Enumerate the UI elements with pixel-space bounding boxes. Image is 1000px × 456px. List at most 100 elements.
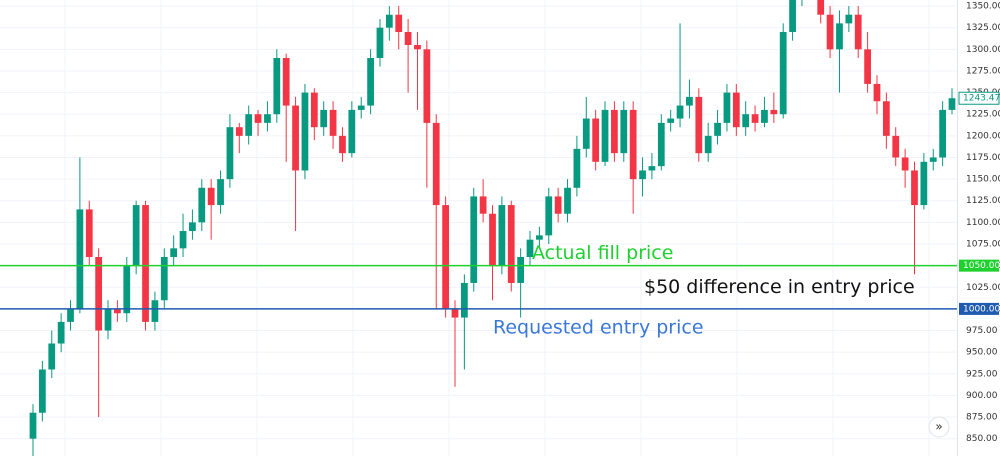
candle-body: [836, 23, 843, 50]
candle-body: [732, 92, 740, 128]
candle-body: [742, 114, 750, 128]
candle-body: [498, 205, 506, 266]
price-tag-label: 1050.00: [963, 261, 1000, 271]
candle-body: [423, 49, 431, 123]
candle-body: [845, 14, 853, 24]
candle-body: [179, 231, 187, 249]
candle-body: [95, 256, 103, 331]
y-tick-label: 1275.00: [966, 66, 1000, 76]
price-axis: 850.00 875.00 900.00 925.00 950.00 975.00 1000…: [957, 0, 1000, 456]
candle-body: [170, 248, 178, 257]
candle-body: [414, 44, 421, 50]
candle-body: [639, 170, 646, 180]
candle-body: [339, 135, 346, 154]
last-price-label: 1243.47: [963, 94, 1000, 104]
candle-body: [282, 57, 290, 106]
annotation: $50 difference in entry price: [644, 276, 915, 298]
y-tick-label: 1325.00: [966, 23, 1000, 33]
candle-body: [948, 98, 956, 110]
price-tag: [959, 302, 999, 315]
candle-body: [404, 32, 412, 45]
candle-body: [770, 109, 778, 115]
candle-body: [601, 109, 609, 162]
y-tick-label: 1350.00: [966, 2, 1000, 12]
candle-body: [39, 369, 46, 413]
candle-body: [292, 105, 299, 171]
candle-body: [611, 109, 618, 154]
candle-body: [29, 412, 37, 439]
candle-body: [432, 122, 440, 206]
y-tick-label: 1100.00: [966, 218, 1000, 228]
candle-body: [592, 118, 600, 162]
candle-body: [376, 27, 384, 58]
candle-body: [85, 209, 93, 257]
y-tick-label: 1125.00: [966, 196, 1000, 206]
candle-body: [207, 187, 215, 206]
y-tick-label: 1225.00: [966, 110, 1000, 120]
candle-body: [132, 205, 140, 266]
candle-body: [254, 114, 262, 123]
candle-body: [348, 109, 356, 154]
candle-body: [864, 49, 871, 84]
candle-body: [320, 109, 328, 128]
candle-body: [667, 118, 675, 123]
y-tick-label: 1025.00: [966, 283, 1000, 293]
y-tick-label: 1075.00: [966, 240, 1000, 250]
candle-body: [273, 57, 281, 115]
candle-body: [873, 83, 881, 102]
last-price-tag: [958, 91, 1000, 105]
candle-body: [451, 308, 459, 318]
candle-body: [57, 321, 65, 344]
candle-body: [385, 14, 393, 28]
candle-body: [235, 127, 243, 136]
candle-body: [892, 135, 900, 158]
candle-body: [779, 32, 787, 115]
svg-text:»: »: [935, 420, 942, 434]
scroll-button[interactable]: »: [928, 416, 950, 438]
candle-body: [329, 109, 337, 136]
candle-body: [920, 161, 928, 206]
candle-body: [554, 196, 562, 214]
candle-body: [357, 105, 365, 110]
candle-body: [151, 300, 159, 322]
candle-body: [573, 148, 581, 188]
candle-body: [470, 196, 478, 283]
y-tick-label: 900.00: [966, 391, 998, 401]
y-tick-label: 850.00: [966, 434, 998, 444]
candle-body: [245, 114, 253, 136]
candle-body: [442, 205, 449, 309]
candle-body: [489, 213, 496, 266]
candle-body: [479, 196, 487, 214]
candle-body: [657, 122, 665, 167]
candle-body: [123, 265, 131, 314]
candle-body: [48, 343, 56, 370]
candle-body: [507, 205, 515, 283]
candle-body: [704, 135, 712, 154]
grid: [0, 0, 957, 456]
candle-body: [686, 96, 693, 106]
candle-body: [620, 109, 628, 154]
candle-body: [676, 105, 684, 119]
y-tick-label: 1200.00: [966, 131, 1000, 141]
annotation: Requested entry price: [493, 316, 704, 338]
candle-body: [104, 308, 112, 331]
candle-body: [460, 282, 468, 318]
candle-body: [395, 14, 403, 33]
candle-body: [226, 127, 234, 180]
y-tick-label: 1300.00: [966, 45, 1000, 55]
candle-body: [751, 114, 759, 123]
candle-body: [564, 187, 571, 214]
candle-body: [789, 0, 796, 33]
y-tick-label: 950.00: [966, 348, 998, 358]
candle-body: [367, 57, 374, 106]
candle-body: [142, 205, 149, 322]
plot-area: [0, 0, 957, 456]
y-tick-label: 925.00: [966, 369, 998, 379]
candle-body: [629, 109, 637, 180]
candle-body: [76, 209, 84, 309]
candle-body: [198, 187, 206, 223]
y-tick-label: 975.00: [966, 326, 998, 336]
candle-body: [714, 122, 721, 136]
candle-body: [854, 14, 862, 50]
